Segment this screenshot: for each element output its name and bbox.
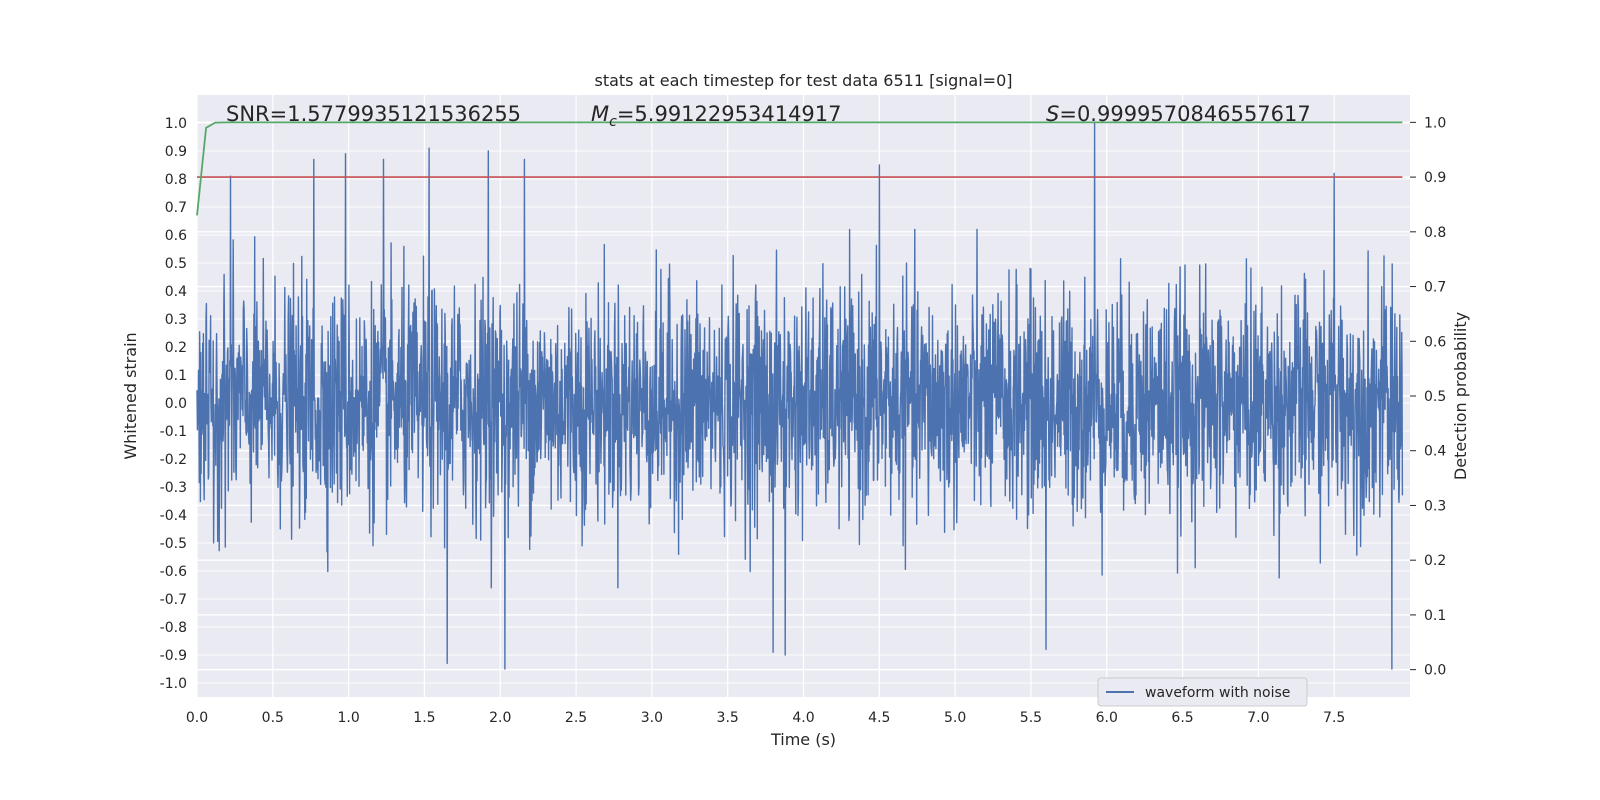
y-tick-label: 0.0 (165, 396, 187, 412)
y-tick-label: -0.5 (160, 536, 187, 552)
y-right-tick-label: 0.5 (1424, 389, 1446, 405)
x-tick-label: 5.5 (1020, 710, 1042, 726)
y-tick-label: 0.8 (165, 172, 187, 188)
x-tick-label: 1.5 (413, 710, 435, 726)
legend-label: waveform with noise (1145, 685, 1290, 701)
y-tick-label: 0.1 (165, 368, 187, 384)
y-tick-label: -0.3 (160, 480, 187, 496)
x-tick-label: 3.5 (717, 710, 739, 726)
snr-annotation: SNR=1.5779935121536255 (226, 102, 521, 126)
y-tick-label: 0.7 (165, 200, 187, 216)
y-tick-label: -0.2 (160, 452, 187, 468)
x-tick-label: 1.0 (337, 710, 359, 726)
x-tick-label: 3.0 (641, 710, 663, 726)
y-tick-label: -0.1 (160, 424, 187, 440)
x-tick-label: 7.0 (1247, 710, 1269, 726)
y-right-tick-label: 0.4 (1424, 444, 1446, 460)
y-tick-label: -0.6 (160, 564, 187, 580)
detection-probability-line (196, 121, 1403, 216)
chirp-mass-annotation: Mc=5.99122953414917 (591, 102, 842, 130)
x-tick-label: 2.0 (489, 710, 511, 726)
y-tick-label: -0.9 (160, 648, 187, 664)
y-right-tick-label: 0.9 (1424, 170, 1446, 186)
x-tick-label: 0.5 (262, 710, 284, 726)
y-right-tick-label: 0.1 (1424, 608, 1446, 624)
legend: waveform with noise (1097, 677, 1308, 707)
y-tick-label: 1.0 (165, 116, 187, 132)
data-layer (196, 121, 1404, 670)
y-tick-label: -0.8 (160, 620, 187, 636)
y-tick-label: 0.5 (165, 256, 187, 272)
y-tick-label: -0.7 (160, 592, 187, 608)
score-annotation: S=0.9999570846557617 (1046, 102, 1311, 126)
y-axis-right-label: Detection probability (1451, 312, 1470, 480)
y-tick-label: 0.3 (165, 312, 187, 328)
y-axis-label: Whitened strain (121, 332, 140, 459)
axes: 0.0 0.5 1.0 1.5 2.0 2.5 3.0 3.5 4.0 4.5 5.0 5.5 6.0 6… (160, 115, 1447, 726)
y-right-tick-label: 0.8 (1424, 225, 1446, 241)
s-symbol: S (1046, 102, 1059, 126)
x-tick-label: 7.5 (1323, 710, 1345, 726)
y-right-tick-label: 1.0 (1424, 115, 1446, 131)
x-tick-label: 4.5 (868, 710, 890, 726)
y-tick-label: 0.2 (165, 340, 187, 356)
x-tick-label: 6.5 (1171, 710, 1193, 726)
mc-symbol: M (591, 102, 609, 126)
y-right-tick-label: 0.3 (1424, 498, 1446, 514)
legend-box (1097, 677, 1308, 707)
x-tick-label: 5.0 (944, 710, 966, 726)
mc-subscript: c (609, 114, 617, 130)
x-axis-label: Time (s) (770, 730, 836, 749)
y-right-tick-label: 0.7 (1424, 280, 1446, 296)
y-tick-label: -1.0 (160, 676, 187, 692)
y-tick-label: 0.9 (165, 144, 187, 160)
chart-title: stats at each timestep for test data 651… (594, 71, 1012, 90)
y-right-tick-label: 0.2 (1424, 553, 1446, 569)
y-tick-label: -0.4 (160, 508, 187, 524)
x-tick-label: 6.0 (1096, 710, 1118, 726)
y-right-tick-label: 0.6 (1424, 334, 1446, 350)
mc-value: =5.99122953414917 (617, 102, 842, 126)
s-value: =0.9999570846557617 (1059, 102, 1310, 126)
x-tick-label: 0.0 (186, 710, 208, 726)
x-tick-label: 2.5 (565, 710, 587, 726)
y-tick-label: 0.4 (165, 284, 187, 300)
y-tick-label: 0.6 (165, 228, 187, 244)
y-right-tick-label: 0.0 (1424, 663, 1446, 679)
x-tick-label: 4.0 (792, 710, 814, 726)
waveform-series-line (196, 122, 1404, 670)
